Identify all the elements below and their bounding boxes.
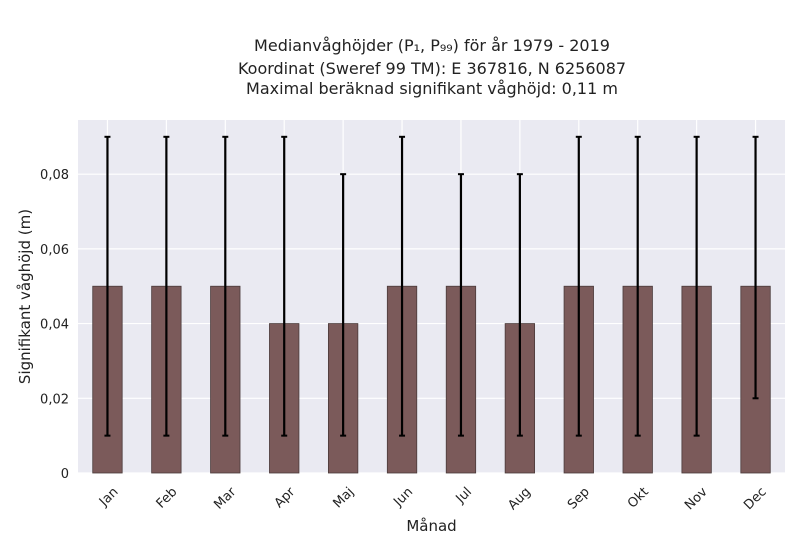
x-tick-label-jun: Jun [390,485,416,511]
x-tick-label-okt: Okt [625,485,652,512]
x-tick-label-feb: Feb [154,485,181,512]
y-tick-label: 0 [61,467,69,482]
x-tick-label-aug: Aug [505,485,534,514]
chart-title-line-1: Medianvåghöjder (P₁, P₉₉) för år 1979 - … [254,36,610,55]
x-tick-label-sep: Sep [565,485,593,513]
plot-area [78,120,785,473]
x-tick-label-mar: Mar [211,484,239,512]
y-tick-label: 0,08 [40,168,69,183]
x-tick-label-nov: Nov [682,484,711,513]
chart-title-line-3: Maximal beräknad signifikant våghöjd: 0,… [246,79,618,98]
x-tick-label-jul: Jul [453,485,475,507]
y-tick-label: 0,02 [40,392,69,407]
x-axis-label: Månad [406,517,456,535]
chart-title-line-2: Koordinat (Sweref 99 TM): E 367816, N 62… [237,59,627,78]
y-axis-label: Signifikant våghöjd (m) [16,209,34,384]
x-tick-label-maj: Maj [330,485,357,512]
x-tick-label-jan: Jan [96,485,121,510]
error-bars [104,135,759,437]
y-tick-label: 0,04 [40,318,69,333]
x-tick-labels: Jan Feb Mar Apr Maj Jun Jul Aug Sep Okt Nov Dec [96,484,770,513]
y-tick-labels: 0 0,02 0,04 0,06 0,08 [40,168,69,482]
x-tick-label-dec: Dec [741,485,769,513]
y-tick-label: 0,06 [40,243,69,258]
x-tick-label-apr: Apr [272,484,299,511]
